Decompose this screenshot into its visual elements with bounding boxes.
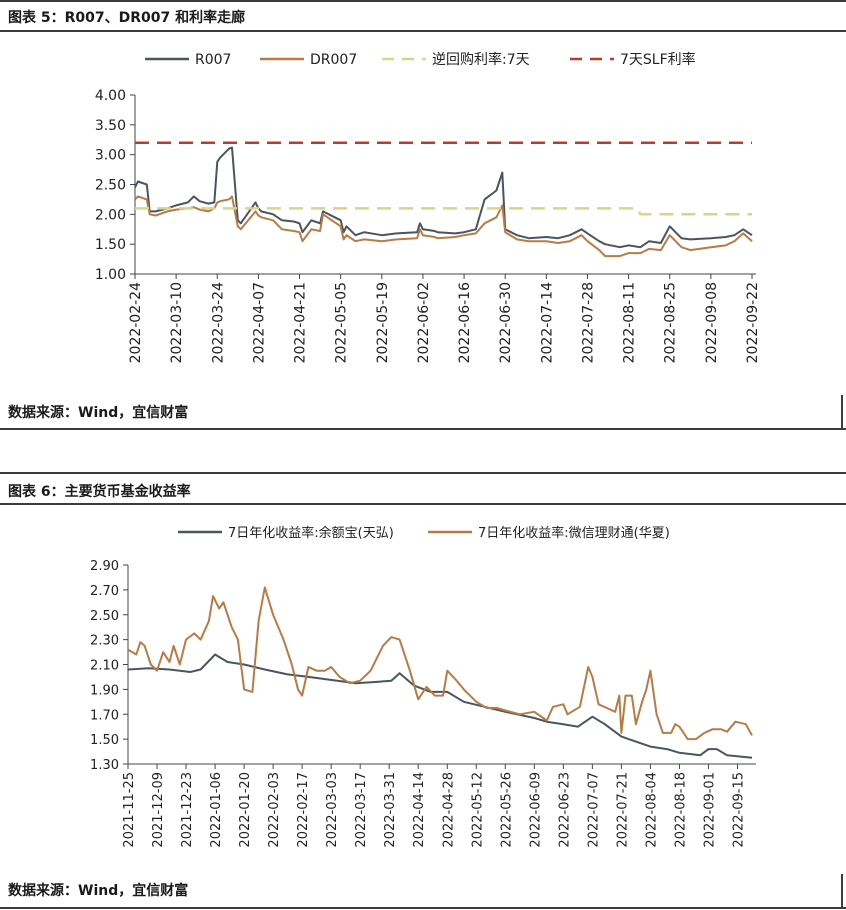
x-tick-label: 2022-02-24 xyxy=(128,282,144,363)
x-tick-label: 2022-02-03 xyxy=(267,772,282,848)
x-tick-label: 2022-04-07 xyxy=(251,282,267,363)
x-tick-label: 2022-08-25 xyxy=(663,282,679,363)
legend-label-4: 7天SLF利率 xyxy=(620,51,696,68)
panel2-right-border xyxy=(841,874,843,908)
panel2-title-rule xyxy=(0,503,846,505)
y-tick-label: 4.00 xyxy=(95,88,126,104)
x-tick-label: 2021-12-23 xyxy=(180,772,195,848)
chart5-title: 图表 5：R007、DR007 和利率走廊 xyxy=(8,10,246,26)
panel1-title-rule xyxy=(0,30,846,32)
x-tick-label: 2022-04-28 xyxy=(441,772,456,848)
legend-label-2: 7日年化收益率:微信理财通(华夏) xyxy=(478,525,670,541)
y-tick-label: 2.50 xyxy=(95,178,126,194)
y-tick-label: 1.50 xyxy=(90,733,119,748)
x-tick-label: 2022-06-30 xyxy=(498,282,514,363)
series-line-1 xyxy=(127,653,753,759)
x-tick-label: 2022-01-06 xyxy=(209,772,224,848)
series-line-2 xyxy=(134,195,753,258)
y-tick-label: 2.30 xyxy=(90,634,119,649)
legend-label-3: 逆回购利率:7天 xyxy=(432,51,530,68)
x-tick-label: 2022-09-08 xyxy=(704,282,720,363)
x-tick-label: 2022-01-20 xyxy=(238,772,253,848)
y-tick-label: 1.70 xyxy=(90,708,119,723)
y-tick-label: 1.00 xyxy=(95,267,126,283)
y-tick-label: 2.70 xyxy=(90,584,119,599)
panel1-bottom-rule xyxy=(0,428,846,430)
chart5-rate-corridor: 1.00 1.50 2.00 2.50 3.00 3.50 4.00 2022-02-24 20… xyxy=(95,51,761,363)
x-tick-label: 2022-03-10 xyxy=(169,282,185,363)
y-tick-label: 2.00 xyxy=(95,207,126,223)
x-tick-label: 2022-05-26 xyxy=(499,772,514,848)
y-tick-label: 1.30 xyxy=(90,758,119,773)
x-tick-label: 2022-05-19 xyxy=(375,282,391,363)
series-line-2 xyxy=(127,586,753,741)
x-tick-label: 2022-06-09 xyxy=(528,772,543,848)
x-tick-label: 2022-08-04 xyxy=(644,772,659,848)
legend-label-1: R007 xyxy=(195,52,231,68)
chart6-money-fund-yield: 1.30 1.50 1.70 1.90 2.10 2.30 2.50 2.70 2.90 2021… xyxy=(90,525,756,848)
chart5-source: 数据来源：Wind，宜信财富 xyxy=(8,405,189,421)
y-tick-label: 2.90 xyxy=(90,559,119,574)
x-tick-label: 2022-08-11 xyxy=(622,282,638,363)
y-tick-label: 3.50 xyxy=(95,118,126,134)
x-tick-label: 2022-07-28 xyxy=(580,282,596,363)
panel1-right-border xyxy=(841,395,843,429)
x-tick-label: 2022-09-22 xyxy=(745,282,761,363)
y-tick-label: 2.50 xyxy=(90,609,119,624)
x-tick-label: 2022-05-12 xyxy=(470,772,485,848)
x-tick-label: 2022-06-23 xyxy=(557,772,572,848)
chart6-title: 图表 6：主要货币基金收益率 xyxy=(8,484,191,500)
panel2-top-rule xyxy=(0,472,846,474)
x-tick-label: 2022-07-14 xyxy=(539,282,555,363)
x-tick-label: 2022-08-18 xyxy=(673,772,688,848)
x-tick-label: 2022-03-17 xyxy=(354,772,369,848)
x-tick-label: 2022-03-24 xyxy=(210,282,226,363)
x-tick-label: 2022-07-07 xyxy=(586,772,601,848)
x-tick-label: 2022-06-16 xyxy=(457,282,473,363)
y-tick-label: 2.10 xyxy=(90,659,119,674)
x-tick-label: 2021-12-09 xyxy=(151,772,166,848)
x-tick-label: 2022-06-02 xyxy=(416,282,432,363)
x-tick-label: 2022-07-21 xyxy=(615,772,630,848)
chart6-source: 数据来源：Wind，宜信财富 xyxy=(8,883,189,899)
x-tick-label: 2022-03-31 xyxy=(383,772,398,848)
x-tick-label: 2022-09-15 xyxy=(731,772,746,848)
y-tick-label: 3.00 xyxy=(95,148,126,164)
x-tick-label: 2022-04-14 xyxy=(412,772,427,848)
panel1-top-rule xyxy=(0,0,846,2)
x-tick-label: 2022-05-05 xyxy=(334,282,350,363)
series-line-1 xyxy=(134,146,753,249)
x-tick-label: 2022-09-01 xyxy=(702,772,717,848)
panel2-bottom-rule xyxy=(0,907,846,909)
x-tick-label: 2022-04-21 xyxy=(293,282,309,363)
y-tick-label: 1.50 xyxy=(95,237,126,253)
legend-label-2: DR007 xyxy=(310,52,357,68)
y-tick-label: 1.90 xyxy=(90,683,119,698)
x-tick-label: 2022-02-17 xyxy=(296,772,311,848)
x-tick-label: 2022-03-03 xyxy=(325,772,340,848)
series-line-3 xyxy=(135,207,752,216)
legend-label-1: 7日年化收益率:余额宝(天弘) xyxy=(228,525,394,541)
x-tick-label: 2021-11-25 xyxy=(122,772,137,848)
